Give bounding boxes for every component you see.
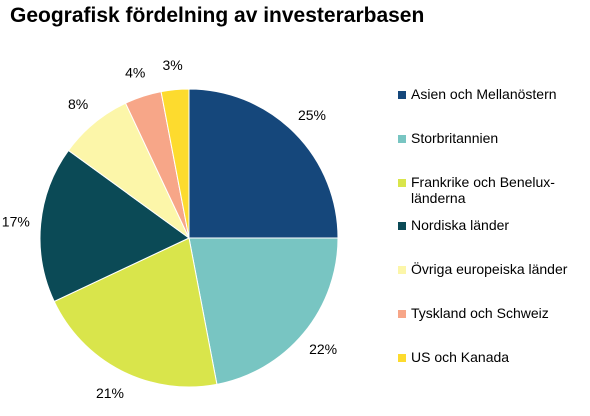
slice-label: 21% xyxy=(96,385,124,401)
slice-label: 4% xyxy=(125,65,145,81)
legend-swatch xyxy=(398,179,406,187)
legend-item-tyskland: Tyskland och Schweiz xyxy=(398,305,549,321)
legend-item-ovriga: Övriga europeiska länder xyxy=(398,261,567,277)
legend-swatch xyxy=(398,135,406,143)
legend-label: Övriga europeiska länder xyxy=(411,261,568,277)
legend-label: Storbritannien xyxy=(411,130,499,146)
legend-swatch xyxy=(398,354,406,362)
legend-swatch xyxy=(398,222,406,230)
legend-label: Tyskland och Schweiz xyxy=(411,305,549,321)
legend-item-storbritannien: Storbritannien xyxy=(398,130,498,146)
pie-slice xyxy=(160,88,190,239)
pie-slice xyxy=(39,149,190,303)
pie-slice xyxy=(53,237,218,388)
slice-label: 3% xyxy=(162,57,182,73)
chart-title: Geografisk fördelning av investerarbasen xyxy=(10,4,425,27)
legend-swatch xyxy=(398,266,406,274)
legend-item-us: US och Kanada xyxy=(398,349,509,365)
legend-label: Frankrike och Benelux-länderna xyxy=(411,174,555,206)
slice-label: 22% xyxy=(309,341,337,357)
slice-label: 25% xyxy=(298,107,326,123)
slice-label: 17% xyxy=(2,214,30,230)
legend-label: Nordiska länder xyxy=(411,217,510,233)
legend-item-asien: Asien och Mellanöstern xyxy=(398,86,557,102)
legend-swatch xyxy=(398,91,406,99)
pie-slice xyxy=(188,88,339,239)
legend-swatch xyxy=(398,310,406,318)
slice-label: 8% xyxy=(68,96,88,112)
legend-item-frankrike: Frankrike och Benelux-länderna xyxy=(398,174,573,206)
pie-slice xyxy=(188,237,339,385)
legend-label: US och Kanada xyxy=(411,349,510,365)
legend-item-nordiska: Nordiska länder xyxy=(398,217,509,233)
legend-label: Asien och Mellanöstern xyxy=(411,86,557,102)
